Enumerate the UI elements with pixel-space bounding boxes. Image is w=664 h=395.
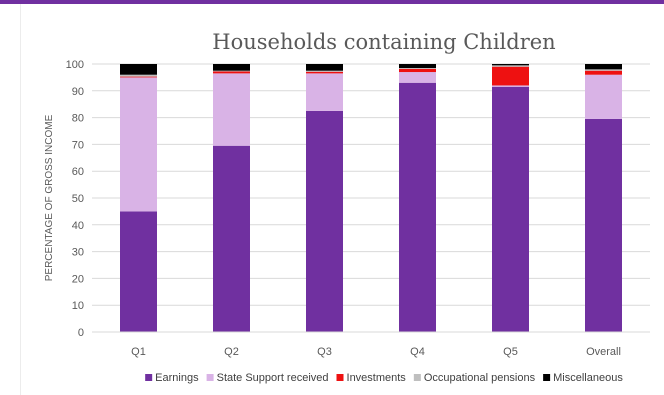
top-accent-bar	[0, 0, 664, 4]
bar-segment	[120, 64, 157, 75]
bar-segment	[399, 68, 436, 69]
legend: Earnings State Support received Investment…	[145, 372, 623, 384]
legend-swatch	[336, 374, 344, 381]
bar-segment	[492, 86, 529, 332]
bar-segment	[306, 110, 343, 333]
chart-title: Households containing Children	[212, 30, 555, 54]
legend-item: State Support received	[206, 372, 329, 384]
bar-segment	[585, 70, 622, 75]
bar-segment	[585, 118, 622, 332]
y-tick-label: 90	[72, 86, 84, 98]
bar-segment	[585, 64, 622, 70]
y-tick-label: 10	[72, 300, 84, 312]
y-tick-label: 0	[78, 327, 84, 339]
legend-item: Investments	[336, 372, 407, 384]
legend-label: Miscellaneous	[553, 372, 623, 384]
y-tick-label: 100	[66, 59, 84, 71]
legend-label: Earnings	[155, 372, 199, 384]
bar-segment	[120, 74, 157, 77]
left-divider	[20, 4, 21, 395]
y-axis-ticks: 0 10 20 30 40 50 60 70 80 90 100	[66, 59, 84, 339]
bar-segment	[492, 66, 529, 86]
legend-label: State Support received	[217, 372, 329, 384]
x-tick-label: Q1	[131, 346, 146, 358]
y-axis-title: PERCENTAGE OF GROSS INCOME	[44, 114, 55, 281]
bar-segment	[120, 77, 157, 212]
y-tick-label: 70	[72, 139, 84, 151]
x-tick-label: Q5	[503, 346, 518, 358]
bar-segment	[399, 82, 436, 332]
bar-segment	[213, 64, 250, 71]
x-axis-ticks: Q1 Q2 Q3 Q4 Q5 Overall	[131, 346, 621, 358]
bar-segment	[213, 70, 250, 72]
bar-segment	[213, 71, 250, 74]
legend-item: Occupational pensions	[413, 372, 536, 384]
bars	[120, 64, 622, 333]
y-tick-label: 40	[72, 220, 84, 232]
bar-segment	[399, 68, 436, 73]
legend-swatch	[413, 374, 421, 381]
x-tick-label: Q4	[410, 346, 425, 358]
legend-swatch	[206, 374, 214, 381]
legend-swatch	[145, 374, 153, 381]
bar-segment	[585, 69, 622, 71]
legend-item: Earnings	[145, 372, 199, 384]
bar-segment	[306, 70, 343, 72]
legend-swatch	[543, 374, 551, 381]
y-tick-label: 60	[72, 166, 84, 178]
bar-segment	[306, 73, 343, 111]
x-tick-label: Overall	[586, 346, 621, 358]
bar-segment	[399, 64, 436, 69]
y-tick-label: 30	[72, 247, 84, 259]
legend-item: Miscellaneous	[543, 372, 623, 384]
bar-segment	[120, 211, 157, 332]
bar-segment	[585, 74, 622, 119]
bar-segment	[213, 145, 250, 332]
bar-segment	[492, 65, 529, 67]
x-tick-label: Q2	[224, 346, 239, 358]
y-tick-label: 80	[72, 113, 84, 125]
bar-segment	[120, 76, 157, 78]
bar-segment	[492, 85, 529, 87]
bar-segment	[306, 71, 343, 74]
bar-segment	[399, 72, 436, 83]
y-tick-label: 20	[72, 273, 84, 285]
bar-segment	[492, 64, 529, 66]
bar-segment	[306, 64, 343, 71]
bar-segment	[213, 73, 250, 146]
legend-label: Investments	[347, 372, 407, 384]
legend-label: Occupational pensions	[424, 372, 536, 384]
x-tick-label: Q3	[317, 346, 332, 358]
y-tick-label: 50	[72, 193, 84, 205]
gridlines	[92, 63, 650, 306]
